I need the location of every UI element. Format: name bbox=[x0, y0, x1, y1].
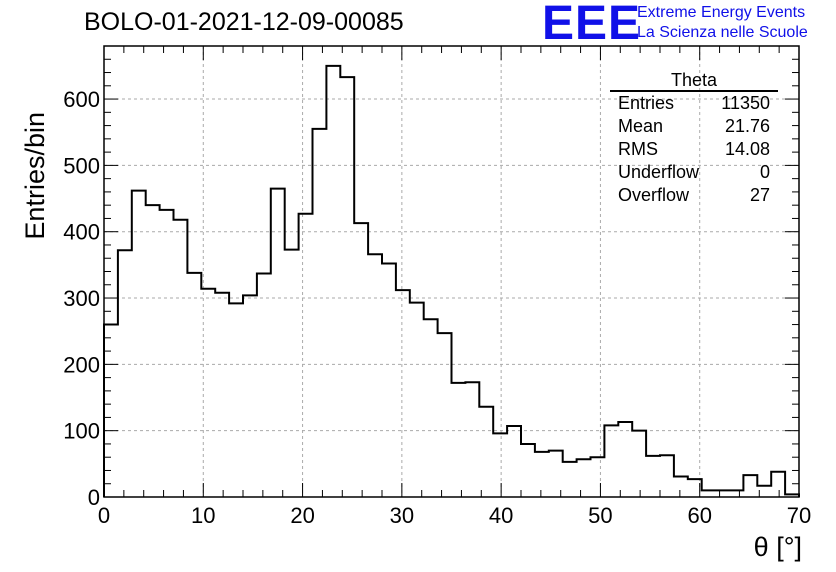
histogram-bin bbox=[507, 426, 521, 497]
histogram-bin bbox=[591, 457, 605, 497]
x-tick-label: 30 bbox=[390, 503, 414, 528]
y-tick-label: 300 bbox=[63, 286, 100, 311]
chart-title: BOLO-01-2021-12-09-00085 bbox=[84, 8, 404, 36]
histogram-bin bbox=[201, 289, 215, 497]
eee-logo: EEE bbox=[542, 0, 642, 50]
histogram-bin bbox=[410, 303, 424, 497]
stats-row-overflow: Overflow 27 bbox=[610, 184, 778, 207]
histogram-bin bbox=[215, 293, 229, 497]
histogram-bin bbox=[229, 303, 243, 497]
x-tick-label: 0 bbox=[98, 503, 110, 528]
stats-label: RMS bbox=[618, 139, 658, 159]
histogram-bin bbox=[187, 273, 201, 497]
x-tick-label: 10 bbox=[191, 503, 215, 528]
histogram-bin bbox=[702, 490, 716, 497]
grid-lines bbox=[104, 46, 799, 497]
stats-label: Overflow bbox=[618, 185, 690, 205]
y-tick-label: 400 bbox=[63, 220, 100, 245]
stats-value: 14.08 bbox=[724, 139, 770, 159]
histogram-bin bbox=[604, 425, 618, 497]
histogram-bin bbox=[743, 475, 757, 497]
stats-value: 27 bbox=[749, 185, 770, 205]
histogram-bin bbox=[118, 250, 132, 497]
histogram-bin bbox=[340, 77, 354, 497]
stats-label: Entries bbox=[618, 93, 675, 113]
histogram-bin bbox=[674, 476, 688, 497]
histogram-bin bbox=[299, 214, 313, 497]
histogram-bin bbox=[326, 66, 340, 497]
histogram-bin bbox=[452, 383, 466, 497]
histogram-bin bbox=[577, 459, 591, 497]
histogram-bin bbox=[174, 220, 188, 497]
y-axis-label: Entries/bin bbox=[20, 112, 50, 240]
histogram-bin bbox=[146, 205, 160, 497]
y-tick-label: 200 bbox=[63, 352, 100, 377]
histogram-bin bbox=[465, 382, 479, 497]
stats-row-mean: Mean 21.76 bbox=[610, 115, 778, 138]
histogram-bin bbox=[632, 431, 646, 497]
stats-row-underflow: Underflow 0 bbox=[610, 161, 778, 184]
histogram-bins bbox=[103, 64, 800, 497]
histogram-bin bbox=[479, 407, 493, 497]
histogram-bin bbox=[771, 472, 785, 497]
histogram-bin bbox=[368, 254, 382, 497]
stats-box: Theta Entries 11350 Mean 21.76 RMS 14.08… bbox=[610, 70, 778, 207]
histogram-bin bbox=[730, 490, 744, 497]
x-tick-label: 50 bbox=[588, 503, 612, 528]
histogram-bin bbox=[563, 462, 577, 497]
x-tick-label: 40 bbox=[489, 503, 513, 528]
stats-row-entries: Entries 11350 bbox=[610, 92, 778, 115]
stats-value: 21.76 bbox=[724, 116, 770, 136]
histogram-bin bbox=[160, 210, 174, 497]
histogram-bin bbox=[646, 456, 660, 497]
logo-line-2: La Scienza nelle Scuole bbox=[637, 24, 808, 41]
logo-line-1: Extreme Energy Events bbox=[637, 4, 806, 21]
tick-labels: 0 10 20 30 40 50 60 70 0 100 200 300 400 500 600 bbox=[63, 87, 811, 528]
histogram-bin bbox=[660, 455, 674, 497]
histogram-bin bbox=[535, 452, 549, 497]
histogram-bin bbox=[271, 189, 285, 497]
x-tick-label: 20 bbox=[290, 503, 314, 528]
histogram-bin bbox=[493, 433, 507, 497]
y-tick-label: 500 bbox=[63, 153, 100, 178]
histogram-bin bbox=[257, 273, 271, 497]
histogram-bin bbox=[382, 264, 396, 497]
x-tick-label: 70 bbox=[787, 503, 811, 528]
histogram-bin bbox=[424, 319, 438, 497]
histogram-bin bbox=[618, 422, 632, 497]
axis-ticks bbox=[103, 45, 800, 498]
x-axis-label: θ [°] bbox=[753, 532, 802, 562]
stats-label: Mean bbox=[618, 116, 664, 136]
histogram-bin bbox=[104, 325, 118, 497]
histogram-bin bbox=[716, 490, 730, 497]
histogram-bin bbox=[243, 295, 257, 497]
histogram-line bbox=[103, 64, 800, 497]
stats-title: Theta bbox=[610, 70, 778, 92]
x-tick-label: 60 bbox=[687, 503, 711, 528]
histogram-bin bbox=[396, 290, 410, 497]
y-tick-label: 0 bbox=[88, 485, 100, 510]
histogram-bin bbox=[521, 444, 535, 497]
y-tick-label: 100 bbox=[63, 419, 100, 444]
stats-label: Underflow bbox=[618, 162, 700, 182]
histogram-bin bbox=[438, 333, 452, 497]
stats-row-rms: RMS 14.08 bbox=[610, 138, 778, 161]
stats-value: 11350 bbox=[721, 93, 770, 113]
histogram-bin bbox=[285, 250, 299, 497]
histogram-bin bbox=[132, 191, 146, 497]
y-tick-label: 600 bbox=[63, 87, 100, 112]
histogram-bin bbox=[313, 129, 327, 497]
histogram-bin bbox=[354, 223, 368, 497]
stats-value: 0 bbox=[759, 162, 770, 182]
